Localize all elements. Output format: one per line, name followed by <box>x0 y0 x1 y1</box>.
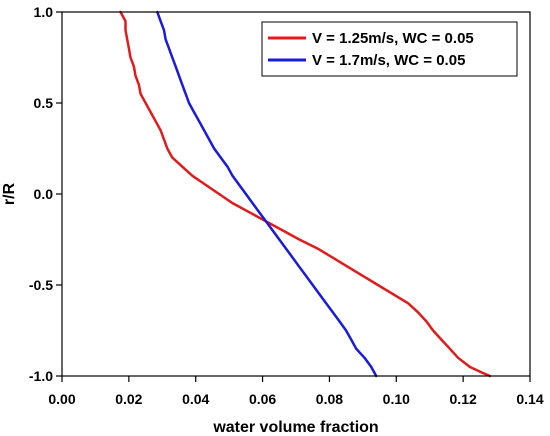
x-tick-label: 0.14 <box>516 391 543 407</box>
x-axis-title: water volume fraction <box>212 419 378 436</box>
series-line-red <box>119 10 492 378</box>
legend-box <box>261 21 518 77</box>
x-tick-labels: 0.00 0.02 0.04 0.06 0.08 0.10 0.12 0.14 <box>48 391 543 407</box>
y-tick-label: 1.0 <box>34 4 54 20</box>
y-tick-label: -1.0 <box>29 368 53 384</box>
y-axis-title: r/R <box>1 182 18 205</box>
axis-ticks <box>56 11 531 382</box>
y-tick-label: 0.5 <box>34 95 54 111</box>
x-tick-label: 0.12 <box>450 391 477 407</box>
series-lines <box>119 10 492 378</box>
x-tick-label: 0.10 <box>383 391 410 407</box>
legend-label-red: V = 1.25m/s, WC = 0.05 <box>312 30 474 47</box>
legend: V = 1.25m/s, WC = 0.05 V = 1.7m/s, WC = … <box>261 21 518 77</box>
x-tick-label: 0.00 <box>48 391 75 407</box>
x-tick-label: 0.06 <box>249 391 276 407</box>
y-tick-label: -0.5 <box>29 277 53 293</box>
x-tick-label: 0.04 <box>182 391 209 407</box>
y-tick-labels: -1.0 -0.5 0.0 0.5 1.0 <box>29 4 53 384</box>
plot-frame <box>61 11 531 377</box>
x-tick-label: 0.08 <box>316 391 343 407</box>
legend-label-blue: V = 1.7m/s, WC = 0.05 <box>312 52 465 69</box>
series-line-blue <box>156 10 378 378</box>
x-tick-label: 0.02 <box>115 391 142 407</box>
y-tick-label: 0.0 <box>34 186 54 202</box>
